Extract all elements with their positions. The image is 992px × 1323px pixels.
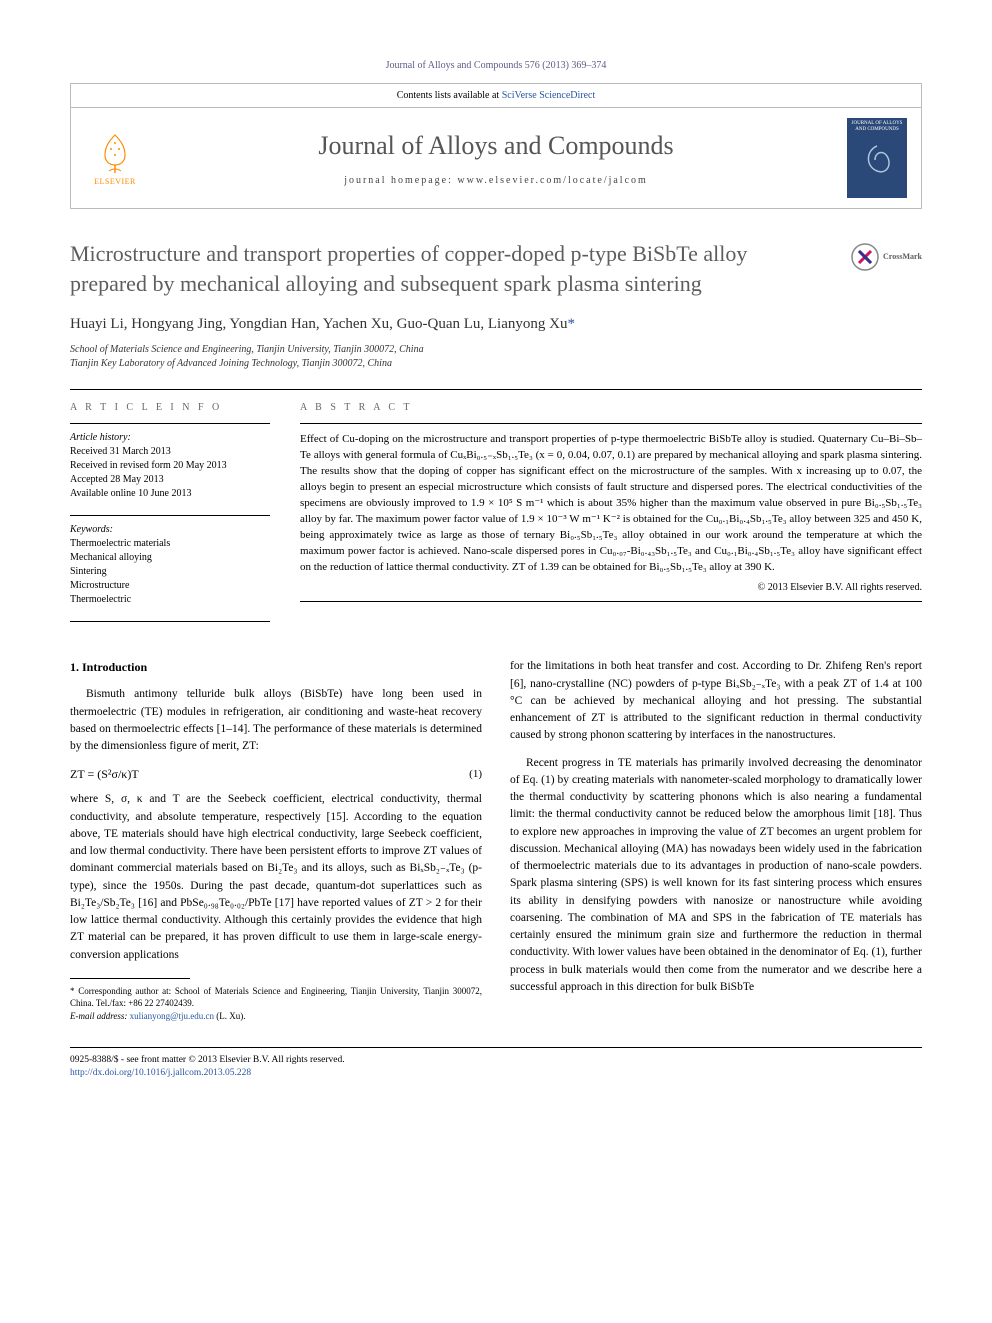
equation-number: (1) — [469, 766, 482, 783]
email-label: E-mail address: — [70, 1011, 130, 1021]
contents-line: Contents lists available at SciVerse Sci… — [71, 84, 921, 108]
divider — [300, 601, 922, 602]
equation: ZT = (S²σ/κ)T — [70, 765, 139, 783]
keyword: Microstructure — [70, 579, 270, 593]
issn-line: 0925-8388/$ - see front matter © 2013 El… — [70, 1054, 922, 1067]
crossmark-badge[interactable]: CrossMark — [851, 243, 922, 271]
history-line: Received 31 March 2013 — [70, 445, 270, 459]
journal-title: Journal of Alloys and Compounds — [145, 131, 847, 161]
divider — [70, 389, 922, 390]
contents-prefix: Contents lists available at — [397, 90, 502, 101]
elsevier-logo: ELSEVIER — [85, 123, 145, 193]
abstract-text: Effect of Cu-doping on the microstructur… — [300, 432, 922, 575]
divider — [300, 423, 922, 424]
abstract-block: A B S T R A C T Effect of Cu-doping on t… — [300, 402, 922, 630]
journal-cover-thumb: JOURNAL OF ALLOYS AND COMPOUNDS — [847, 118, 907, 198]
right-column: for the limitations in both heat transfe… — [510, 658, 922, 1022]
article-info-block: A R T I C L E I N F O Article history: R… — [70, 402, 270, 630]
footnote-rule — [70, 978, 190, 979]
homepage-prefix: journal homepage: — [344, 175, 457, 186]
affiliation-line: Tianjin Key Laboratory of Advanced Joini… — [70, 357, 922, 371]
elsevier-tree-icon — [95, 131, 135, 175]
authors-text: Huayi Li, Hongyang Jing, Yongdian Han, Y… — [70, 316, 567, 332]
corresponding-footnote: * Corresponding author at: School of Mat… — [70, 985, 482, 1010]
equation-row: ZT = (S²σ/κ)T (1) — [70, 765, 482, 783]
left-column: 1. Introduction Bismuth antimony telluri… — [70, 658, 482, 1022]
keyword: Thermoelectric materials — [70, 537, 270, 551]
keyword: Thermoelectric — [70, 593, 270, 607]
body-columns: 1. Introduction Bismuth antimony telluri… — [70, 658, 922, 1022]
article-title: Microstructure and transport properties … — [70, 239, 922, 298]
affiliation-line: School of Materials Science and Engineer… — [70, 343, 922, 357]
history-line: Available online 10 June 2013 — [70, 487, 270, 501]
keyword: Mechanical alloying — [70, 551, 270, 565]
body-paragraph: Recent progress in TE materials has prim… — [510, 755, 922, 997]
affiliations: School of Materials Science and Engineer… — [70, 343, 922, 371]
divider — [70, 515, 270, 516]
doi-link[interactable]: http://dx.doi.org/10.1016/j.jallcom.2013… — [70, 1067, 922, 1080]
homepage-url: www.elsevier.com/locate/jalcom — [457, 175, 647, 186]
email-link[interactable]: xulianyong@tju.edu.cn — [130, 1011, 214, 1021]
history-line: Received in revised form 20 May 2013 — [70, 459, 270, 473]
cover-swirl-icon — [857, 140, 897, 180]
author-list: Huayi Li, Hongyang Jing, Yongdian Han, Y… — [70, 316, 922, 333]
abstract-heading: A B S T R A C T — [300, 402, 922, 413]
abstract-copyright: © 2013 Elsevier B.V. All rights reserved… — [300, 582, 922, 593]
divider — [70, 621, 270, 622]
history-label: Article history: — [70, 432, 270, 443]
crossmark-label: CrossMark — [883, 252, 922, 263]
body-paragraph: for the limitations in both heat transfe… — [510, 658, 922, 744]
corresponding-mark: * — [567, 316, 575, 332]
divider — [70, 423, 270, 424]
journal-header: Contents lists available at SciVerse Sci… — [70, 83, 922, 209]
footer-bar: 0925-8388/$ - see front matter © 2013 El… — [70, 1047, 922, 1081]
email-suffix: (L. Xu). — [214, 1011, 246, 1021]
section-heading: 1. Introduction — [70, 658, 482, 676]
crossmark-icon — [851, 243, 879, 271]
cover-title: JOURNAL OF ALLOYS AND COMPOUNDS — [850, 121, 904, 132]
running-citation: Journal of Alloys and Compounds 576 (201… — [70, 60, 922, 71]
article-info-heading: A R T I C L E I N F O — [70, 402, 270, 413]
article-title-text: Microstructure and transport properties … — [70, 241, 747, 296]
keyword: Sintering — [70, 565, 270, 579]
sciencedirect-link[interactable]: SciVerse ScienceDirect — [502, 90, 596, 101]
body-paragraph: Bismuth antimony telluride bulk alloys (… — [70, 686, 482, 755]
publisher-name: ELSEVIER — [94, 177, 136, 186]
email-footnote: E-mail address: xulianyong@tju.edu.cn (L… — [70, 1010, 482, 1023]
keywords-label: Keywords: — [70, 524, 270, 535]
journal-homepage: journal homepage: www.elsevier.com/locat… — [145, 175, 847, 186]
body-paragraph: where S, σ, κ and T are the Seebeck coef… — [70, 791, 482, 964]
history-line: Accepted 28 May 2013 — [70, 473, 270, 487]
